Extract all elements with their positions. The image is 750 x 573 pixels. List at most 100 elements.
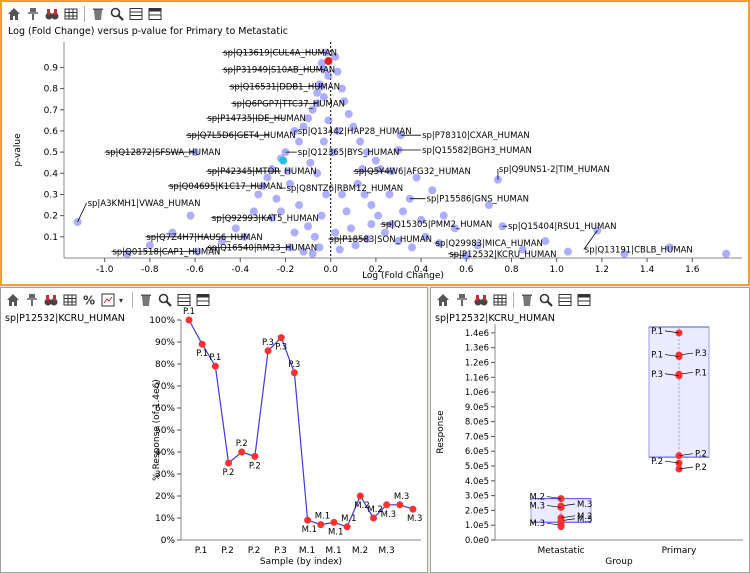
data-point xyxy=(333,126,342,135)
table-view-icon[interactable] xyxy=(195,292,211,308)
percent-icon[interactable]: % xyxy=(81,292,97,308)
box-data-point xyxy=(557,523,565,531)
data-point xyxy=(295,137,304,146)
home-icon[interactable] xyxy=(5,292,21,308)
box-subtitle: sp|P12532|KCRU_HUMAN xyxy=(435,313,555,324)
data-point xyxy=(299,247,308,256)
grid-icon[interactable] xyxy=(492,292,508,308)
protein-label: sp|Q8NTZ6|RBM12_HUMAN xyxy=(286,184,403,194)
y-tick-label: 70% xyxy=(155,382,175,392)
data-point xyxy=(541,237,550,246)
label-leader-line xyxy=(448,253,467,257)
y-tick-label: 30% xyxy=(155,470,175,480)
binoculars-icon[interactable] xyxy=(43,292,59,308)
home-icon[interactable] xyxy=(6,6,22,22)
zoom-icon[interactable] xyxy=(157,292,173,308)
box-plot-panel[interactable]: sp|P12532|KCRU_HUMAN 0.0e0 1.0e5 2.0e5 3.0e… xyxy=(430,287,750,573)
response-point xyxy=(317,521,325,529)
volcano-plot-panel[interactable]: Log (Fold Change) versus p-value for Pri… xyxy=(0,0,750,286)
response-point xyxy=(356,492,364,500)
response-point xyxy=(251,452,259,460)
box-toolbar xyxy=(435,291,592,309)
protein-label: sp|Q9UNS1-2|TIM_HUMAN xyxy=(499,165,610,175)
y-tick-label: 0.8 xyxy=(44,85,59,95)
x-tick-label: 0.4 xyxy=(414,265,429,275)
y-tick-label: 4.0e5 xyxy=(465,477,489,487)
pin-icon[interactable] xyxy=(24,292,40,308)
data-point xyxy=(450,224,459,233)
y-tick-label: 3.0e5 xyxy=(465,492,489,502)
point-label: P.2 xyxy=(236,439,248,449)
home-icon[interactable] xyxy=(435,292,451,308)
svg-text:%: % xyxy=(83,294,95,308)
pin-icon[interactable] xyxy=(454,292,470,308)
box-label-leader xyxy=(664,330,680,334)
x-tick-label: 0.0 xyxy=(324,265,339,275)
zoom-icon[interactable] xyxy=(109,6,125,22)
y-tick-label: 5.0e5 xyxy=(465,462,489,472)
data-point xyxy=(319,137,328,146)
data-point xyxy=(324,116,333,125)
x-tick-label: -0.6 xyxy=(186,265,204,275)
data-point xyxy=(317,211,326,220)
box-point-label: P.2 xyxy=(695,463,707,473)
binoculars-icon[interactable] xyxy=(473,292,489,308)
protein-label: sp|Q92993|KAT5_HUMAN xyxy=(212,214,319,224)
response-point xyxy=(198,340,206,348)
data-point xyxy=(168,228,177,237)
delete-icon[interactable] xyxy=(90,6,106,22)
x-tick-label: M.3 xyxy=(378,546,394,556)
pin-icon[interactable] xyxy=(25,6,41,22)
protein-label: sp|Q13619|CUL4A_HUMAN xyxy=(223,49,337,59)
box-label-leader xyxy=(664,460,680,464)
grid-icon[interactable] xyxy=(62,292,78,308)
data-point xyxy=(374,211,383,220)
data-point xyxy=(473,241,482,250)
y-tick-label: 60% xyxy=(155,404,175,414)
table-view-icon[interactable] xyxy=(147,6,163,22)
grid-icon[interactable] xyxy=(63,6,79,22)
chart-type-icon[interactable] xyxy=(100,292,116,308)
response-point xyxy=(343,523,351,531)
data-point xyxy=(394,237,403,246)
data-point xyxy=(145,241,154,250)
protein-label: sp|Q5Y4W6|AFG32_HUMAN xyxy=(354,167,471,177)
x-category-label: Metastatic xyxy=(537,546,584,556)
box-chart[interactable]: 0.0e0 1.0e5 2.0e5 3.0e5 4.0e5 5.0e5 6.0e5 7.0e5… xyxy=(431,288,749,572)
dropdown-arrow-icon[interactable]: ▾ xyxy=(119,295,124,305)
y-tick-label: 0.9 xyxy=(44,63,59,73)
data-point xyxy=(385,190,394,199)
table-view-icon[interactable] xyxy=(576,292,592,308)
y-tick-label: 20% xyxy=(155,492,175,502)
x-tick-label: 1.0 xyxy=(550,265,565,275)
delete-icon[interactable] xyxy=(519,292,535,308)
y-tick-label: 6.0e5 xyxy=(465,447,489,457)
list-view-icon[interactable] xyxy=(557,292,573,308)
list-view-icon[interactable] xyxy=(128,6,144,22)
profile-plot-panel[interactable]: % ▾ sp|P12532|KCRU_HUMAN 0% 10% 20% 30% 40% 50… xyxy=(0,287,428,573)
volcano-chart[interactable]: -1.0 -0.8 -0.6 -0.4 -0.2 0.0 0.2 0.4 0.6 0.8 1.0 1.… xyxy=(2,2,748,284)
box-point-label: P.3 xyxy=(695,349,707,359)
data-point xyxy=(362,148,371,157)
data-point xyxy=(360,190,369,199)
data-point xyxy=(308,105,317,114)
response-point xyxy=(330,518,338,526)
response-point xyxy=(277,334,285,342)
x-tick-label: -1.0 xyxy=(96,265,114,275)
protein-label: sp|Q16540|RM23_HUMAN xyxy=(207,243,317,253)
binoculars-icon[interactable] xyxy=(44,6,60,22)
zoom-icon[interactable] xyxy=(538,292,554,308)
box-label-leader xyxy=(678,466,694,470)
point-label: P.3 xyxy=(262,338,274,348)
response-point xyxy=(383,501,391,509)
box-point-label: M.3 xyxy=(530,501,545,511)
list-view-icon[interactable] xyxy=(176,292,192,308)
protein-label: sp|Q16531|DDB1_HUMAN xyxy=(230,82,340,92)
profile-chart[interactable]: 0% 10% 20% 30% 40% 50% 60% 70% 80% 90% 100% P.1 P.2 P… xyxy=(1,288,427,572)
x-tick-label: -0.8 xyxy=(141,265,159,275)
protein-label: sp|Q29983|MICA_HUMAN xyxy=(436,239,543,249)
data-point xyxy=(367,201,376,210)
delete-icon[interactable] xyxy=(138,292,154,308)
box-label-leader xyxy=(664,354,680,357)
data-point xyxy=(342,207,351,216)
